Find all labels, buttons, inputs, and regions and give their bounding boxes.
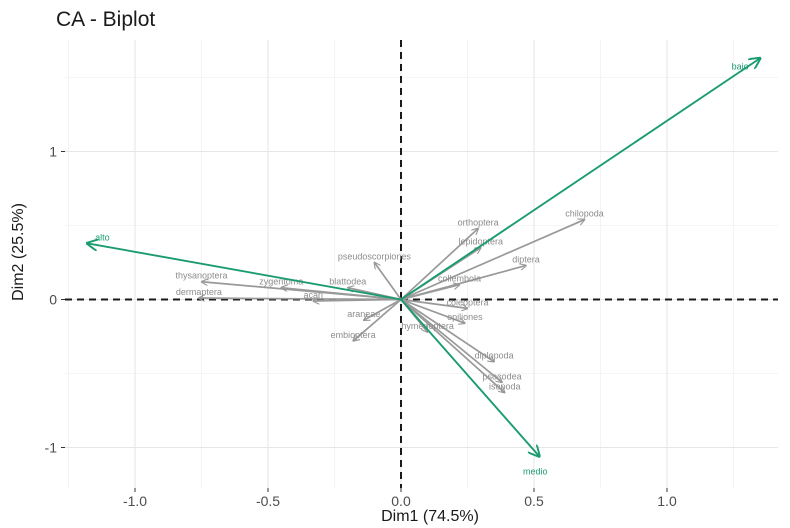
column-arrows: bajo alto medio [87,58,760,476]
row-label-araneae: araneae [347,309,380,319]
column-label-bajo: bajo [732,61,749,71]
row-arrow-diplopoda [400,298,494,362]
row-label-orthoptera: orthoptera [458,217,499,227]
row-arrow-araneae [364,298,402,321]
row-label-thysanoptera: thysanoptera [175,271,227,281]
x-tick-label: 0.5 [524,493,544,509]
column-arrow-bajo [400,58,760,301]
row-arrow-pseudoscorpiones [374,263,402,300]
x-axis-title: Dim1 (74.5%) [381,508,479,525]
column-arrow-alto [87,243,402,301]
row-arrow-psocodea [400,298,502,383]
row-arrow-dermaptera [199,298,402,299]
grid-layer [65,40,778,488]
y-tick-label: 0 [49,292,57,308]
row-label-pseudoscorpiones: pseudoscorpiones [338,252,412,262]
row-arrow-collembola [400,285,460,301]
row-label-zygentoma: zygentoma [259,277,303,287]
row-label-coleoptera: coleoptera [446,297,488,307]
row-label-opiliones: opiliones [447,312,483,322]
row-label-blattodea: blattodea [329,277,366,287]
row-label-diplopoda: diplopoda [475,351,514,361]
row-arrow-opiliones [400,298,465,324]
axis-ticks: -1.0 -0.5 0.0 0.5 1.0 -1 0 1 [45,144,677,510]
row-arrow-embioptera [353,298,402,341]
row-arrows: chilopoda orthoptera lepidoptera diptera col… [175,209,604,393]
x-tick-label: -1.0 [123,493,147,509]
row-label-acari: acari [303,290,323,300]
chart-title: CA - Biplot [56,8,155,31]
row-label-lepidoptera: lepidoptera [459,237,504,247]
row-label-diptera: diptera [512,254,540,264]
row-label-chilopoda: chilopoda [565,209,604,219]
x-tick-label: 1.0 [657,493,677,509]
row-arrow-coleoptera [400,298,468,309]
row-label-dermaptera: dermaptera [176,287,222,297]
y-tick-label: 1 [49,144,57,160]
column-label-alto: alto [95,232,110,242]
column-arrow-medio [400,298,539,457]
row-arrow-chilopoda [400,220,585,301]
x-tick-label: 0.0 [391,493,411,509]
y-axis-title: Dim2 (25.5%) [10,203,27,301]
row-label-embioptera: embioptera [331,330,376,340]
row-arrow-orthoptera [400,228,478,301]
row-label-hymenoptera: hymenoptera [401,321,454,331]
row-label-collembola: collembola [438,274,481,284]
row-arrow-thysanoptera [202,282,402,301]
row-arrow-isopoda [400,298,505,393]
reference-lines [65,40,778,488]
column-label-medio: medio [523,466,548,476]
y-tick-label: -1 [45,440,58,456]
x-tick-label: -0.5 [256,493,280,509]
row-label-isopoda: isopoda [489,382,521,392]
row-label-psocodea: psocodea [483,371,522,381]
